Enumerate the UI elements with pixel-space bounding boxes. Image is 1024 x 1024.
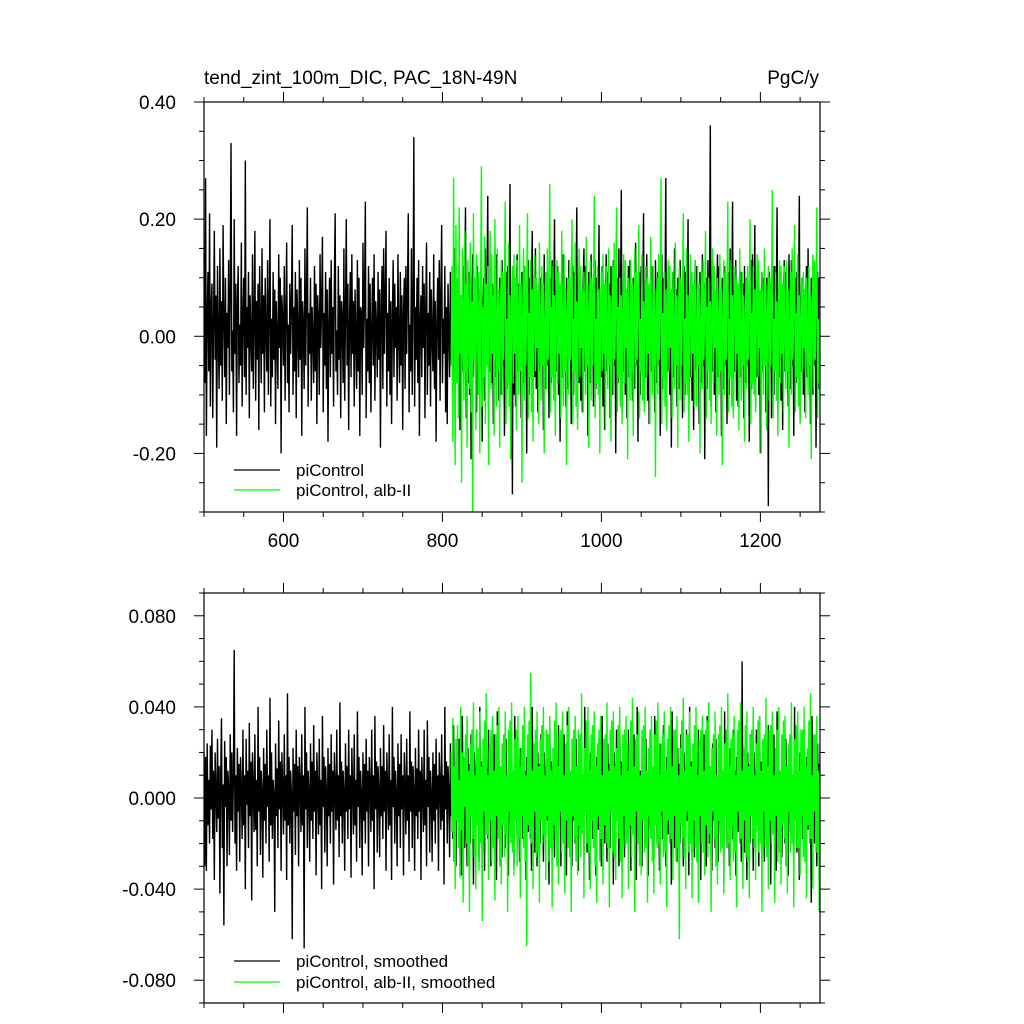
y-tick-label: 0.40 (139, 93, 176, 114)
y-tick-label: -0.20 (133, 444, 176, 465)
legend: piControl piControl, alb-II (234, 461, 411, 500)
x-tick-label: 600 (268, 531, 300, 552)
y-tick-label: -0.080 (122, 971, 176, 992)
x-tick-label: 1000 (580, 531, 622, 552)
y-tick-label: 0.040 (128, 698, 176, 719)
chart-title: tend_zint_100m_DIC, PAC_18N-49N (204, 68, 517, 89)
x-tick-label: 800 (427, 531, 459, 552)
axis-ticks: 600 800 1000 1200 -0.20 0.00 0.20 0.40 (133, 92, 830, 552)
y-tick-label: 0.000 (128, 789, 176, 810)
legend-label: piControl, smoothed (296, 952, 448, 971)
axis-ticks: -0.080 -0.040 0.000 0.040 0.080 (122, 583, 830, 1013)
legend-label: piControl (296, 461, 364, 480)
plot-area (204, 125, 820, 512)
y-tick-label: 0.00 (139, 327, 176, 348)
series-line-1 (450, 672, 820, 947)
series-line-1 (450, 166, 820, 512)
panel-bottom: -0.080 -0.040 0.000 0.040 0.080 piControl, s… (122, 583, 830, 1013)
y-tick-label: 0.20 (139, 210, 176, 231)
units-label: PgC/y (767, 68, 819, 89)
panel-top: 600 800 1000 1200 -0.20 0.00 0.20 0.40 piContro… (133, 92, 830, 552)
y-tick-label: 0.080 (128, 607, 176, 628)
legend-label: piControl, alb-II (296, 481, 411, 500)
y-tick-label: -0.040 (122, 880, 176, 901)
legend: piControl, smoothed piControl, alb-II, s… (234, 952, 495, 992)
x-tick-label: 1200 (739, 531, 781, 552)
legend-label: piControl, alb-II, smoothed (296, 973, 495, 992)
plot-area (204, 649, 820, 949)
